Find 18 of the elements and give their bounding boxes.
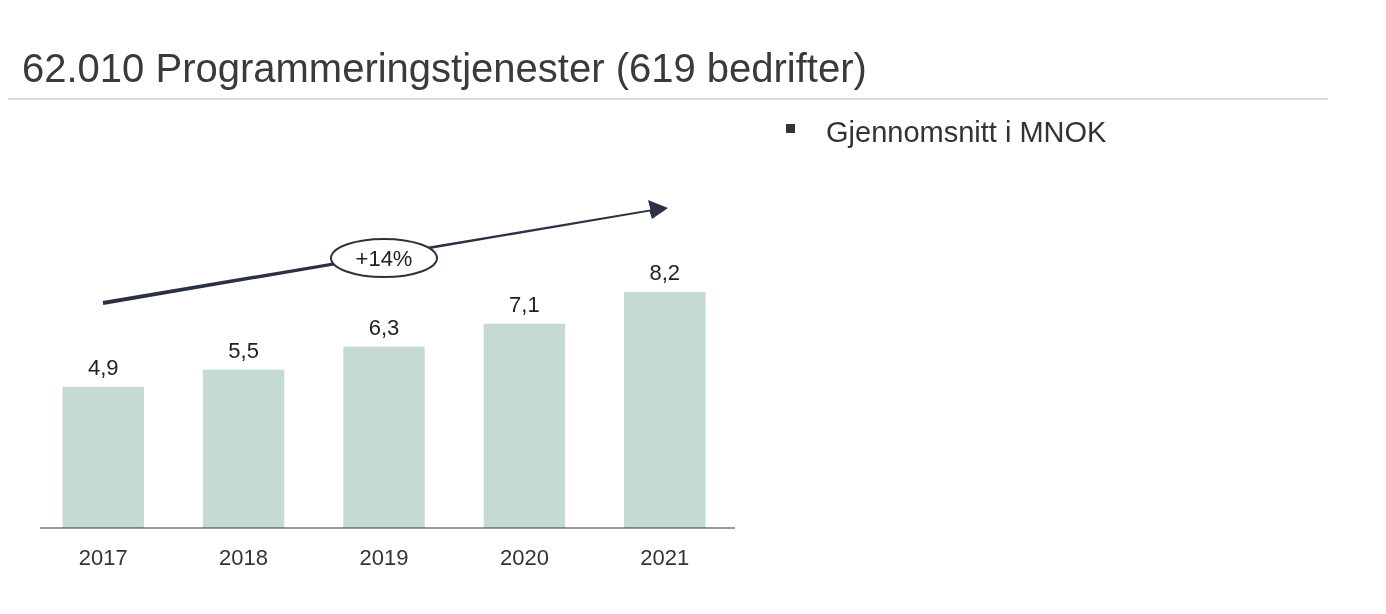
data-label: 7,1: [509, 291, 540, 317]
data-label: 4,9: [87, 354, 119, 380]
bar: [202, 369, 285, 528]
bar: [343, 346, 425, 528]
x-tick-label: 2018: [219, 545, 269, 570]
bar: [624, 292, 706, 528]
x-tick-label: 2021: [640, 545, 690, 570]
bar: [483, 323, 566, 528]
bar: [62, 386, 144, 528]
x-tick-label: 2020: [499, 545, 549, 570]
x-tick-label: 2019: [359, 545, 409, 570]
x-tick-label: 2017: [78, 545, 128, 570]
data-label: 8,2: [649, 260, 681, 285]
text: Gjennomsnitt i MNOK: [826, 116, 1108, 148]
text: +14%: [355, 246, 413, 271]
data-label: 6,3: [368, 314, 400, 340]
data-label: 5,5: [228, 337, 259, 363]
chart-title: 62.010 Programmeringstjenester (619 bedrifter): [22, 46, 867, 90]
